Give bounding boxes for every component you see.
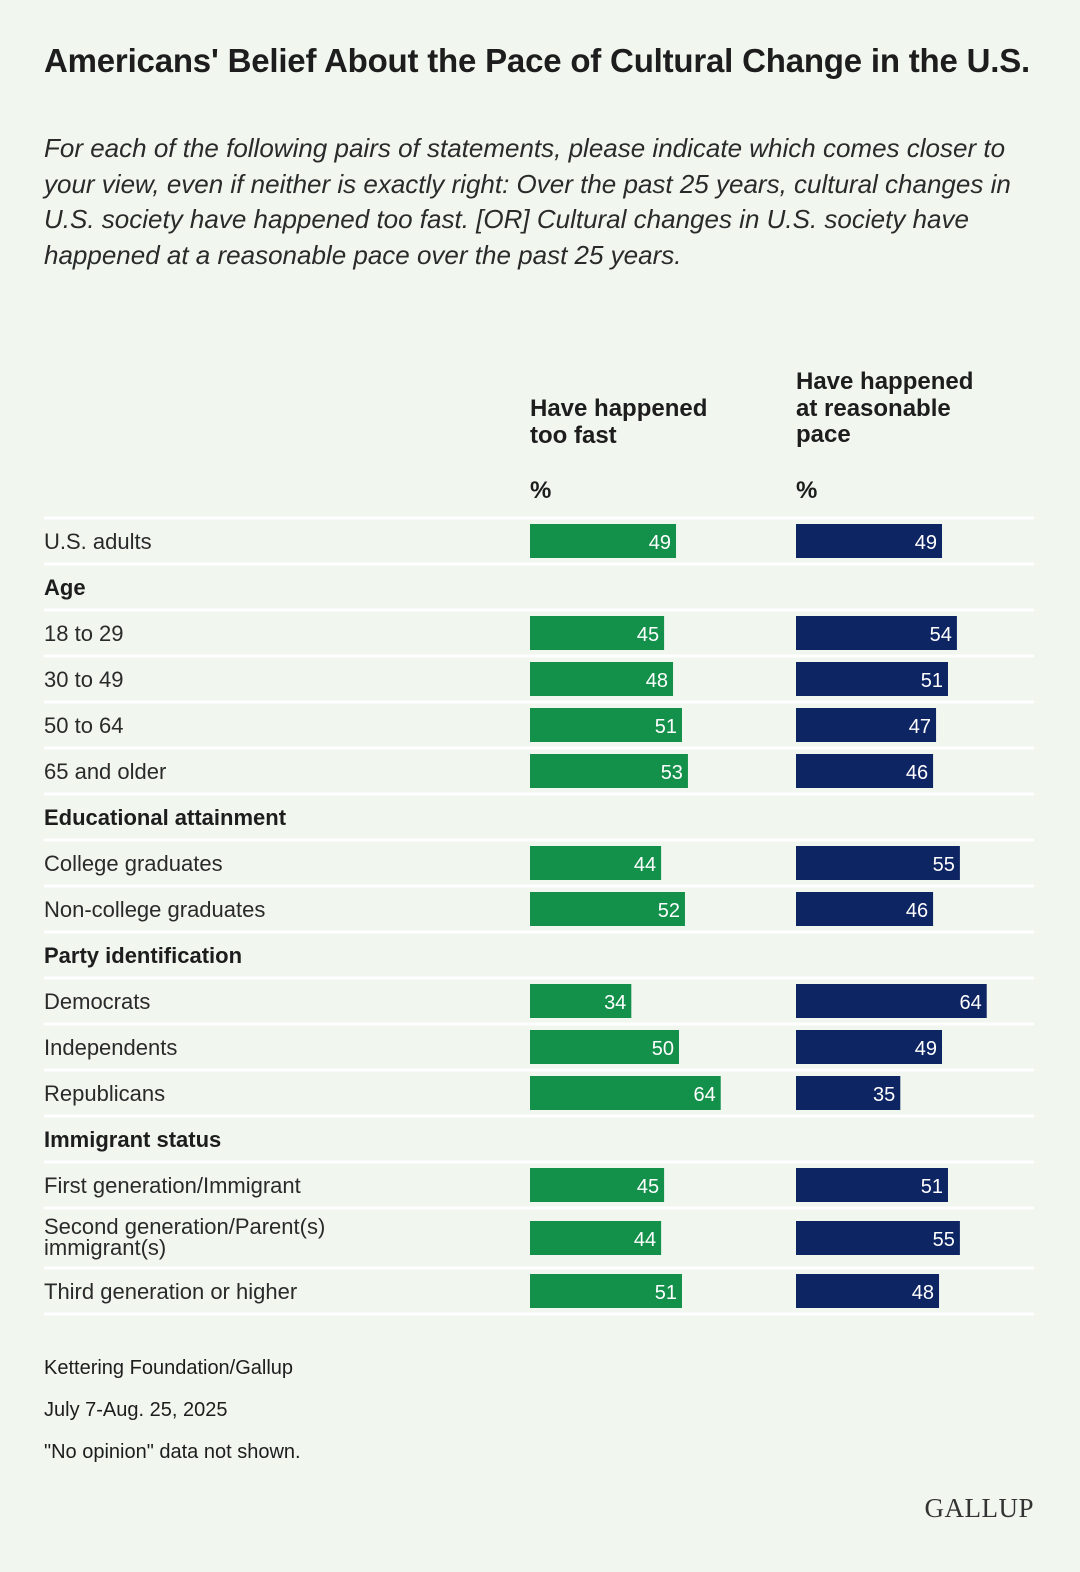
no-opinion-note: "No opinion" data not shown. xyxy=(44,1441,301,1463)
column-header-line: at reasonable xyxy=(796,394,951,422)
row-label: Non-college graduates xyxy=(44,897,265,922)
column-header-line: Have happened xyxy=(796,368,974,395)
bar-value-label: 50 xyxy=(652,1038,674,1060)
bar-reasonable-pace xyxy=(796,1076,901,1110)
bar-value-label: 48 xyxy=(646,670,668,692)
bar-reasonable-pace xyxy=(796,846,960,880)
bar-too-fast xyxy=(530,1030,679,1064)
row-label: 18 to 29 xyxy=(44,621,124,646)
bar-value-label: 51 xyxy=(655,1282,677,1304)
bar-too-fast xyxy=(530,754,688,788)
bar-value-label: 55 xyxy=(933,854,955,876)
row-label: Independents xyxy=(44,1035,177,1060)
bar-value-label: 51 xyxy=(655,716,677,738)
group-label: Immigrant status xyxy=(44,1127,221,1152)
bar-reasonable-pace xyxy=(796,708,937,742)
bar-reasonable-pace xyxy=(796,1168,948,1202)
group-label: Party identification xyxy=(44,943,242,968)
bar-value-label: 49 xyxy=(649,532,671,554)
bar-reasonable-pace xyxy=(796,524,943,558)
bar-value-label: 51 xyxy=(921,1176,943,1198)
row-label: Third generation or higher xyxy=(44,1279,297,1304)
source-note: Kettering Foundation/Gallup xyxy=(44,1357,294,1379)
bar-value-label: 53 xyxy=(661,762,683,784)
bar-value-label: 46 xyxy=(906,762,928,784)
bar-too-fast xyxy=(530,892,685,926)
row-label: Democrats xyxy=(44,989,150,1014)
bar-too-fast xyxy=(530,846,662,880)
column-header-line: too fast xyxy=(530,421,617,449)
bar-too-fast xyxy=(530,1221,662,1255)
row-label: 65 and older xyxy=(44,759,166,784)
bar-too-fast xyxy=(530,662,674,696)
bar-reasonable-pace xyxy=(796,892,934,926)
chart-subtitle: For each of the following pairs of state… xyxy=(44,133,1011,270)
bar-reasonable-pace xyxy=(796,1221,960,1255)
bar-value-label: 34 xyxy=(604,992,626,1014)
bar-value-label: 49 xyxy=(915,532,937,554)
bar-value-label: 52 xyxy=(658,900,680,922)
bar-too-fast xyxy=(530,616,665,650)
bar-value-label: 64 xyxy=(959,992,981,1014)
unit-label-too-fast: % xyxy=(530,477,552,504)
bar-reasonable-pace xyxy=(796,616,957,650)
column-header-line: pace xyxy=(796,421,851,448)
bar-value-label: 55 xyxy=(933,1229,955,1251)
group-label: Educational attainment xyxy=(44,805,287,830)
bar-value-label: 54 xyxy=(930,624,952,646)
column-header-reasonable-pace: Have happened at reasonable pace xyxy=(796,368,1026,449)
bar-value-label: 45 xyxy=(637,1176,659,1198)
date-note: July 7-Aug. 25, 2025 xyxy=(44,1399,228,1421)
bar-reasonable-pace xyxy=(796,754,934,788)
bar-value-label: 35 xyxy=(873,1084,895,1106)
bar-value-label: 49 xyxy=(915,1038,937,1060)
bar-too-fast xyxy=(530,1168,665,1202)
bar-reasonable-pace xyxy=(796,984,987,1018)
bar-too-fast xyxy=(530,984,632,1018)
unit-label-reasonable-pace: % xyxy=(796,477,818,504)
gallup-logo: GALLUP xyxy=(924,1493,1034,1523)
bar-value-label: 51 xyxy=(921,670,943,692)
bar-value-label: 64 xyxy=(693,1084,715,1106)
bar-too-fast xyxy=(530,708,682,742)
column-header-line: Have happened xyxy=(530,395,708,422)
bar-value-label: 46 xyxy=(906,900,928,922)
bar-value-label: 44 xyxy=(634,854,656,876)
chart-title: Americans' Belief About the Pace of Cult… xyxy=(44,42,1031,79)
column-header-too-fast: Have happened too fast xyxy=(530,395,760,449)
bar-too-fast xyxy=(530,1274,682,1308)
row-label: 30 to 49 xyxy=(44,667,124,692)
bar-too-fast xyxy=(530,524,677,558)
bar-reasonable-pace xyxy=(796,662,948,696)
bar-too-fast xyxy=(530,1076,721,1110)
row-label: Second generation/Parent(s) immigrant(s) xyxy=(44,1214,325,1260)
row-label: Republicans xyxy=(44,1081,165,1106)
row-label: U.S. adults xyxy=(44,529,152,554)
row-label: First generation/Immigrant xyxy=(44,1173,301,1198)
row-label: 50 to 64 xyxy=(44,713,124,738)
bar-value-label: 45 xyxy=(637,624,659,646)
bar-reasonable-pace xyxy=(796,1030,943,1064)
bar-value-label: 48 xyxy=(912,1282,934,1304)
bar-value-label: 44 xyxy=(634,1229,656,1251)
bar-value-label: 47 xyxy=(909,716,931,738)
group-label: Age xyxy=(44,575,86,600)
row-label: College graduates xyxy=(44,851,223,876)
bar-reasonable-pace xyxy=(796,1274,940,1308)
